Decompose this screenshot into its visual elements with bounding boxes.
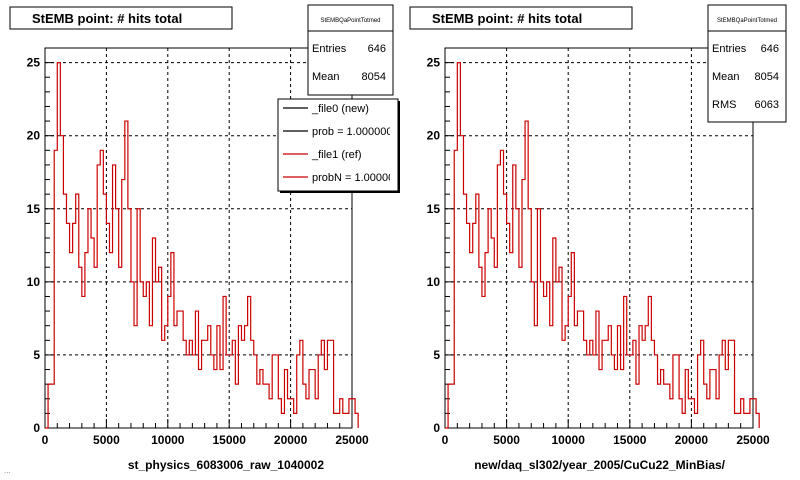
stats-entries-label: Entries	[312, 43, 347, 55]
chart-panel-1: 0 5000 10000 15000 20000 25000 0 5 10 15 20 25 st_ph…	[9, 4, 400, 472]
stats-entries-label: Entries	[712, 43, 747, 55]
stats-entries-value: 646	[761, 43, 779, 55]
x-tick-label: 10000	[151, 433, 185, 447]
y-tick-label: 10	[27, 275, 41, 289]
x-tick-label: 0	[442, 433, 449, 447]
stats-mean-label: Mean	[712, 71, 740, 83]
y-tick-label: 25	[427, 56, 441, 70]
y-tick-label: 0	[433, 421, 440, 435]
footer-text: ...	[4, 466, 11, 475]
y-tick-label: 5	[433, 348, 440, 362]
y-tick-label: 10	[427, 275, 441, 289]
y-tick-label: 20	[27, 129, 41, 143]
x-tick-label: 5000	[93, 433, 120, 447]
stats-entries-value: 646	[368, 43, 386, 55]
stats-box	[707, 4, 787, 123]
legend-label: _file0 (new)	[311, 103, 369, 115]
y-tick-label: 15	[27, 202, 41, 216]
chart-title: StEMB point: # hits total	[32, 11, 182, 26]
x-tick-label: 10000	[552, 433, 586, 447]
y-tick-label: 20	[427, 129, 441, 143]
x-tick-label: 25000	[736, 433, 770, 447]
chart-title: StEMB point: # hits total	[432, 11, 582, 26]
x-tick-label: 0	[42, 433, 49, 447]
x-axis-label: new/daq_sl302/year_2005/CuCu22_MinBias/	[474, 458, 725, 472]
x-tick-label: 25000	[335, 433, 369, 447]
histogram-series-1	[45, 62, 359, 429]
y-tick-label: 15	[427, 202, 441, 216]
legend-label: probN = 1.000000	[312, 172, 400, 184]
legend-label: prob = 1.000000	[312, 126, 392, 138]
stats-box	[307, 4, 394, 96]
legend-box	[277, 98, 399, 192]
x-tick-label: 15000	[613, 433, 647, 447]
stats-rms-value: 6063	[755, 99, 779, 111]
x-tick-label: 5000	[493, 433, 520, 447]
stats-mean-value: 8054	[362, 71, 386, 83]
stats-rms-label: RMS	[712, 99, 736, 111]
stats-mean-value: 8054	[755, 71, 779, 83]
y-tick-label: 25	[27, 56, 41, 70]
legend-entries: _file0 (new) prob = 1.000000 _file1 (ref) p…	[283, 103, 400, 184]
legend-label: _file1 (ref)	[311, 149, 362, 161]
x-tick-label: 15000	[213, 433, 247, 447]
chart-panel-2: 0 5000 10000 15000 20000 25000 0 5 10 15 20 25 new/d…	[409, 4, 787, 472]
chart-title-box	[409, 6, 633, 30]
x-tick-label: 20000	[675, 433, 709, 447]
stats-box-title: StEMBQaPointTotmed	[717, 18, 777, 24]
x-axis-label: st_physics_6083006_raw_1040002	[128, 458, 324, 472]
x-tick-label: 20000	[274, 433, 308, 447]
stats-mean-label: Mean	[312, 71, 340, 83]
histogram-series-1	[445, 62, 760, 429]
stats-box-title: StEMBQaPointTotmed	[320, 18, 380, 24]
y-tick-label: 0	[33, 421, 40, 435]
chart-title-box	[9, 6, 233, 30]
y-tick-label: 5	[33, 348, 40, 362]
